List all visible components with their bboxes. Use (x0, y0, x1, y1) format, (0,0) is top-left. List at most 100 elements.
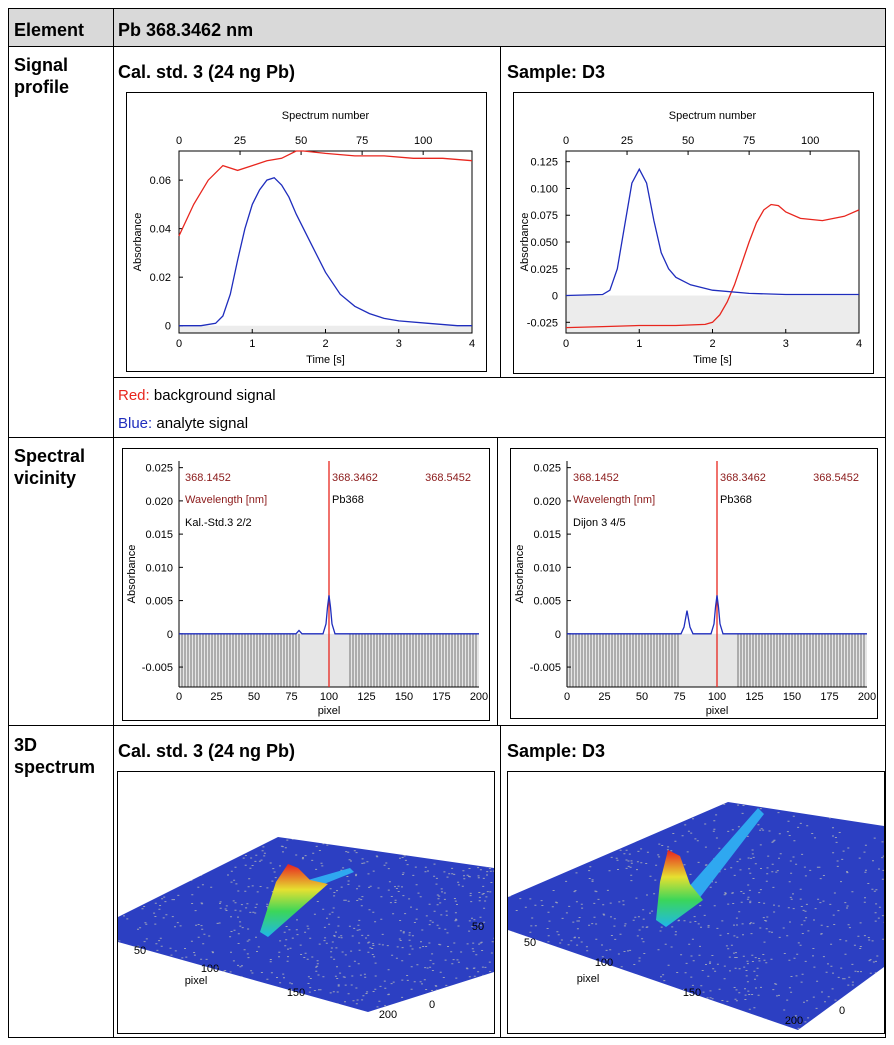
signal-profile-sample-chart: Spectrum number 0 25 50 75 100 0 1 2 3 4 Time [s] -0… (519, 110, 862, 366)
legend-red-word: Red: (118, 387, 150, 404)
top-tick-label: 25 (621, 135, 633, 147)
element-label: Pb368 (720, 494, 752, 506)
axis-label: 50 (134, 945, 146, 957)
x-tick-label: 0 (564, 691, 570, 703)
signal-profile-cal-frame: Spectrum number 0 25 50 75 100 0 1 2 3 4 Time [s] 0 0… (126, 92, 487, 372)
y-tick-label: -0.005 (142, 662, 173, 674)
grid-line (8, 8, 886, 9)
grid-line (113, 8, 114, 1038)
y-tick-label: 0.025 (145, 463, 173, 475)
spectral-vicinity-sample-frame: -0.005 0 0.005 0.010 0.015 0.020 0.025 0 25 50 75 1… (510, 448, 878, 719)
row-label-3d-spectrum: 3D spectrum (14, 735, 96, 777)
top-axis-label: Spectrum number (282, 110, 370, 122)
top-tick-label: 75 (743, 135, 755, 147)
x-tick-label: 3 (783, 338, 789, 350)
x-tick-label: 100 (320, 691, 338, 703)
y-tick-label: 0.100 (530, 183, 558, 195)
y-tick-label: 0 (165, 321, 171, 333)
x-tick-label: 50 (248, 691, 260, 703)
grid-line (8, 437, 886, 438)
top-axis-label: Spectrum number (669, 110, 757, 122)
analyte-ridge (686, 808, 764, 900)
top-tick-label: 75 (356, 135, 368, 147)
top-tick-label: 0 (563, 135, 569, 147)
y-tick-label: 0.010 (533, 562, 561, 574)
legend-red: Red: background signal (118, 387, 276, 404)
y-tick-label: 0.020 (145, 496, 173, 508)
y-axis-label: Absorbance (126, 545, 138, 604)
spectrum-3d-sample-frame: 50 100 pixel 150 200 0 (507, 771, 885, 1034)
x-axis-label: Time [s] (306, 354, 345, 366)
x-tick-label: 75 (285, 691, 297, 703)
wavelength-right: 368.5452 (425, 472, 471, 484)
y-tick-label: 0.005 (145, 596, 173, 608)
top-tick-label: 0 (176, 135, 182, 147)
axis-label: pixel (577, 973, 600, 985)
legend-red-text: background signal (149, 387, 276, 404)
y-axis-label: Absorbance (132, 213, 144, 272)
x-tick-label: 0 (176, 338, 182, 350)
legend-blue: Blue: analyte signal (118, 415, 248, 432)
grid-line (8, 725, 886, 726)
y-tick-label: 0 (167, 629, 173, 641)
series-line-0 (178, 150, 473, 237)
series-line-0 (179, 595, 479, 635)
element-label: Pb368 (332, 494, 364, 506)
y-tick-label: 0.075 (530, 210, 558, 222)
x-tick-label: 25 (598, 691, 610, 703)
surface-plane (118, 837, 494, 1012)
axis-label: 0 (429, 999, 435, 1011)
x-tick-label: 125 (745, 691, 763, 703)
panel-title-sample: Sample: D3 (507, 62, 606, 82)
spectral-vicinity-sample-chart: -0.005 0 0.005 0.010 0.015 0.020 0.025 0 25 50 75 1… (514, 461, 876, 717)
table-header-row (8, 8, 886, 46)
wavelength-center: 368.3462 (332, 472, 378, 484)
y-tick-label: 0.010 (145, 562, 173, 574)
header-wavelength: Pb 368.3462 nm (118, 20, 254, 40)
y-tick-label: 0.025 (533, 463, 561, 475)
x-tick-label: 2 (709, 338, 715, 350)
spectral-vicinity-cal-chart: -0.005 0 0.005 0.010 0.015 0.020 0.025 0 25 50 75 1… (126, 461, 488, 717)
wavelength-right: 368.5452 (813, 472, 859, 484)
x-tick-label: 100 (708, 691, 726, 703)
sample-label: Dijon 3 4/5 (573, 517, 626, 529)
panel-title-cal: Cal. std. 3 (24 ng Pb) (118, 62, 296, 82)
grid-line (885, 8, 886, 1038)
axis-label: 150 (287, 987, 305, 999)
signal-profile-sample-frame: Spectrum number 0 25 50 75 100 0 1 2 3 4 Time [s] -0… (513, 92, 874, 374)
x-tick-label: 200 (470, 691, 488, 703)
y-tick-label: 0.020 (533, 496, 561, 508)
baseline-band (566, 295, 859, 333)
series-line-0 (565, 203, 860, 329)
x-tick-label: 25 (210, 691, 222, 703)
wavelength-label: Wavelength [nm] (573, 494, 655, 506)
x-tick-label: 3 (396, 338, 402, 350)
y-tick-label: 0.02 (150, 272, 171, 284)
axis-label: 100 (595, 957, 613, 969)
series-line-1 (565, 167, 859, 297)
x-tick-label: 0 (563, 338, 569, 350)
sample-label: Kal.-Std.3 2/2 (185, 517, 252, 529)
y-tick-label: -0.005 (530, 662, 561, 674)
grid-line (500, 46, 501, 378)
panel-title-sample-3d: Sample: D3 (507, 741, 606, 761)
top-tick-label: 100 (414, 135, 432, 147)
wavelength-left: 368.1452 (573, 472, 619, 484)
axis-label: 200 (785, 1015, 803, 1027)
x-axis-label: pixel (318, 705, 341, 717)
x-tick-label: 0 (176, 691, 182, 703)
wavelength-center: 368.3462 (720, 472, 766, 484)
x-axis-label: pixel (706, 705, 729, 717)
y-tick-label: -0.025 (527, 317, 558, 329)
axis-label: 150 (683, 987, 701, 999)
x-tick-label: 175 (820, 691, 838, 703)
top-tick-label: 100 (801, 135, 819, 147)
x-tick-label: 4 (856, 338, 862, 350)
x-tick-label: 125 (357, 691, 375, 703)
x-tick-label: 150 (783, 691, 801, 703)
surface-plane (508, 802, 884, 1030)
axis-label: 50 (472, 921, 484, 933)
series-line-1 (179, 176, 472, 327)
spectrum-3d-cal-frame: 50 100 pixel 150 200 0 50 (117, 771, 495, 1034)
